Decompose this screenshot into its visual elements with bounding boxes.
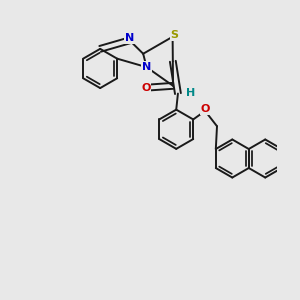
Text: S: S — [170, 30, 178, 40]
Text: N: N — [142, 62, 151, 72]
Text: H: H — [186, 88, 195, 98]
Text: N: N — [125, 33, 134, 43]
Text: O: O — [200, 104, 210, 114]
Text: O: O — [141, 82, 151, 92]
